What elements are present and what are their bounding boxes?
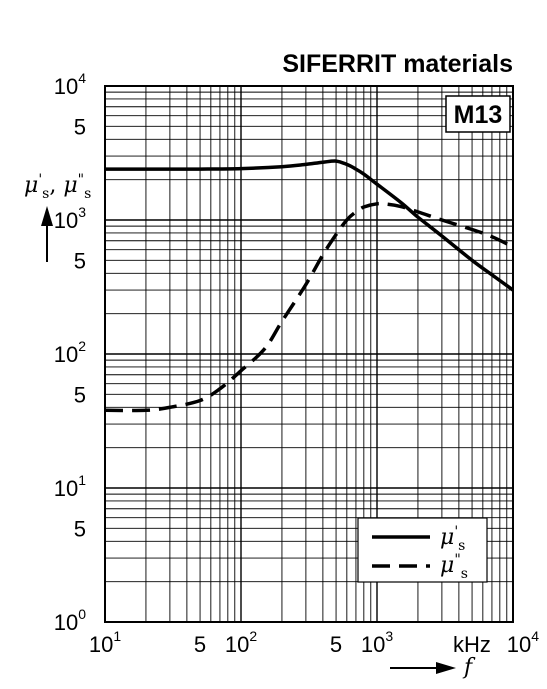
legend: μ's μ"s	[357, 517, 488, 583]
material-badge: M13	[445, 95, 511, 133]
x-tick-label: 5	[330, 632, 342, 657]
y-axis-label: μ's, μ"s	[24, 172, 91, 262]
curves	[104, 159, 515, 413]
y-tick-label: 101	[54, 472, 86, 501]
plot-frame	[104, 85, 514, 623]
y-label-sep: ,	[49, 173, 63, 198]
y-axis-label-text: μ's, μ"s	[24, 172, 91, 202]
material-badge-box	[445, 95, 511, 133]
x-axis-arrow-head	[436, 662, 456, 674]
legend-dash-label: μ"s	[440, 552, 468, 582]
y-tick-label: 5	[74, 516, 86, 541]
y-label-mu2: μ	[63, 173, 77, 198]
y-tick-label: 5	[74, 114, 86, 139]
y-label-mu1: μ	[24, 173, 38, 198]
y-tick-labels: 100 5 101 5 102 5 103 5 104	[54, 70, 86, 635]
material-badge-text: M13	[454, 101, 503, 129]
y-tick-label: 100	[54, 606, 86, 635]
x-tick-label: 104	[507, 628, 539, 657]
series-mu-s-imag-curve	[104, 201, 514, 413]
y-tick-label: 5	[74, 382, 86, 407]
x-axis-symbol: f	[462, 655, 476, 680]
x-tick-label: 103	[361, 628, 393, 657]
x-tick-label: 102	[225, 628, 257, 657]
y-tick-label: 103	[54, 204, 86, 233]
legend-box	[357, 517, 488, 583]
y-label-sub2: s	[84, 186, 91, 202]
series-mu-s-real-curve	[105, 159, 515, 292]
y-label-prime2: "	[78, 172, 84, 188]
x-tick-label: 101	[89, 628, 121, 657]
y-tick-label: 102	[54, 338, 86, 367]
x-tick-labels: 101 5 102 5 103 104	[89, 628, 539, 657]
x-axis-label: kHz f	[390, 632, 491, 680]
y-tick-label: 104	[54, 70, 86, 99]
legend-solid-label: μ's	[440, 524, 465, 554]
y-label-prime1: '	[38, 172, 42, 188]
x-axis-unit: kHz	[453, 632, 491, 657]
y-axis-arrow-head	[41, 206, 53, 226]
x-tick-label: 5	[194, 632, 206, 657]
chart-title: SIFERRIT materials	[282, 50, 513, 78]
y-tick-label: 5	[74, 248, 86, 273]
y-label-sub1: s	[42, 186, 49, 202]
